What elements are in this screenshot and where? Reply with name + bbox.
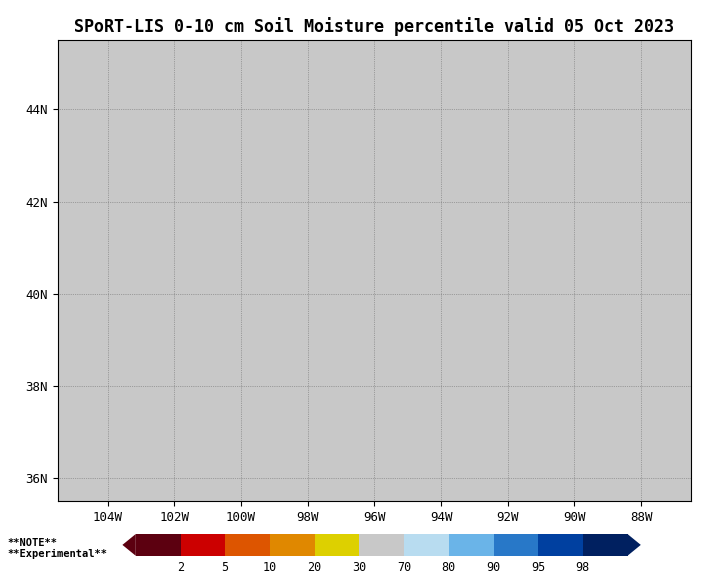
Text: **Experimental**: **Experimental**: [7, 549, 107, 559]
Title: SPoRT-LIS 0-10 cm Soil Moisture percentile valid 05 Oct 2023: SPoRT-LIS 0-10 cm Soil Moisture percenti…: [74, 17, 675, 36]
Polygon shape: [627, 534, 641, 556]
Text: **NOTE**: **NOTE**: [7, 537, 57, 548]
Polygon shape: [122, 534, 136, 556]
